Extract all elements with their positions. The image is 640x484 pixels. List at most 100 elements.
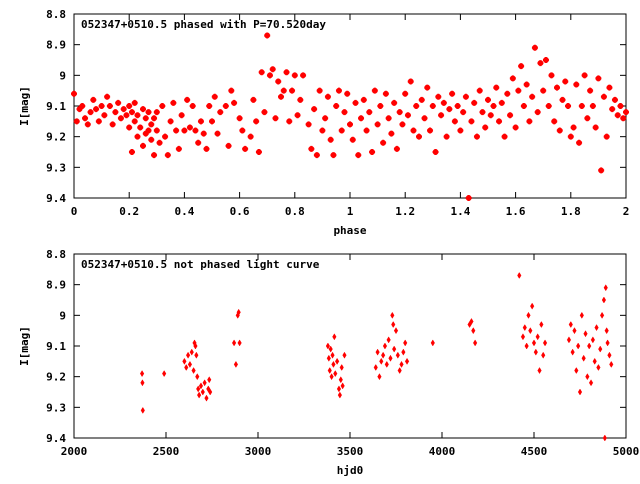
data-point — [584, 115, 591, 122]
data-point — [375, 348, 380, 356]
data-point — [247, 133, 254, 140]
data-point — [151, 152, 158, 159]
data-point — [71, 90, 77, 97]
data-point — [465, 195, 472, 201]
data-point — [393, 327, 399, 335]
data-point — [599, 311, 605, 319]
x-tick-label: 1 — [347, 205, 354, 218]
data-point — [392, 345, 397, 353]
data-point — [382, 342, 388, 350]
data-point — [327, 136, 334, 143]
data-point — [253, 118, 260, 125]
data-point — [391, 321, 396, 329]
data-point — [421, 115, 428, 122]
data-point — [522, 324, 527, 332]
data-point — [305, 121, 312, 128]
x-tick-label: 1.8 — [561, 205, 581, 218]
data-point — [140, 406, 145, 414]
data-point — [87, 109, 94, 116]
y-axis-label: I[mag] — [18, 326, 31, 366]
data-point — [84, 121, 91, 128]
data-point — [490, 103, 497, 109]
data-point — [390, 311, 395, 319]
data-point — [602, 434, 607, 442]
data-point — [211, 93, 218, 100]
data-point — [319, 127, 326, 134]
data-point — [413, 103, 420, 109]
data-point — [335, 87, 342, 94]
data-point — [578, 103, 585, 109]
data-point — [535, 333, 540, 341]
data-point — [328, 345, 333, 353]
data-point — [574, 367, 579, 375]
data-point — [217, 109, 224, 116]
data-point — [462, 93, 469, 100]
x-tick-label: 0.4 — [174, 205, 194, 218]
data-point — [594, 324, 599, 332]
data-point — [570, 348, 575, 356]
data-point — [530, 302, 535, 310]
data-point — [79, 103, 86, 109]
data-point — [275, 78, 282, 85]
data-point — [330, 351, 335, 359]
data-point — [170, 99, 177, 106]
data-point — [294, 112, 301, 119]
data-point — [509, 75, 516, 82]
data-point — [479, 109, 486, 116]
data-point — [496, 118, 503, 125]
data-point — [395, 351, 400, 359]
data-point — [333, 370, 338, 378]
data-point — [404, 112, 411, 119]
data-point — [542, 57, 549, 63]
data-point — [595, 75, 602, 82]
data-series — [71, 32, 629, 201]
data-point — [607, 351, 612, 359]
data-point — [366, 109, 373, 116]
y-tick-label: 8.8 — [46, 8, 66, 21]
data-point — [562, 78, 569, 85]
data-point — [454, 103, 461, 109]
data-point — [239, 127, 246, 134]
data-point — [529, 93, 536, 100]
data-point — [537, 60, 544, 67]
data-point — [504, 90, 511, 97]
data-point — [382, 90, 389, 97]
data-point — [581, 72, 588, 79]
data-point — [396, 109, 403, 116]
data-point — [341, 109, 348, 116]
data-point — [191, 367, 196, 375]
data-point — [432, 149, 439, 155]
data-point — [485, 96, 491, 103]
data-point — [128, 109, 135, 116]
data-point — [418, 96, 425, 103]
data-point — [112, 109, 119, 116]
x-tick-label: 0 — [71, 205, 78, 218]
data-point — [126, 124, 133, 131]
data-point — [617, 103, 624, 109]
y-tick-label: 9.3 — [46, 161, 66, 174]
data-point — [331, 360, 336, 368]
data-point — [542, 339, 548, 347]
data-point — [386, 336, 391, 344]
data-point — [194, 351, 199, 359]
data-point — [540, 87, 547, 94]
data-point — [237, 339, 242, 347]
data-point — [153, 109, 160, 116]
data-point — [469, 317, 474, 325]
data-point — [148, 136, 155, 143]
data-point — [585, 373, 590, 381]
data-point — [326, 354, 331, 362]
plot-panel-1: 0 0.2 0.4 0.6 0.8 1 1.2 1.4 1.6 1.8 2 8.8 8.9 9 9.1 9.2… — [18, 8, 629, 237]
data-point — [429, 103, 436, 109]
data-point — [363, 127, 370, 134]
data-point — [327, 367, 332, 375]
data-point — [397, 367, 402, 375]
data-point — [443, 133, 450, 140]
data-point — [427, 127, 434, 134]
data-point — [76, 106, 83, 113]
data-point — [539, 321, 544, 329]
data-point — [184, 363, 189, 371]
x-tick-label: 2500 — [153, 445, 180, 458]
data-point — [280, 87, 287, 94]
